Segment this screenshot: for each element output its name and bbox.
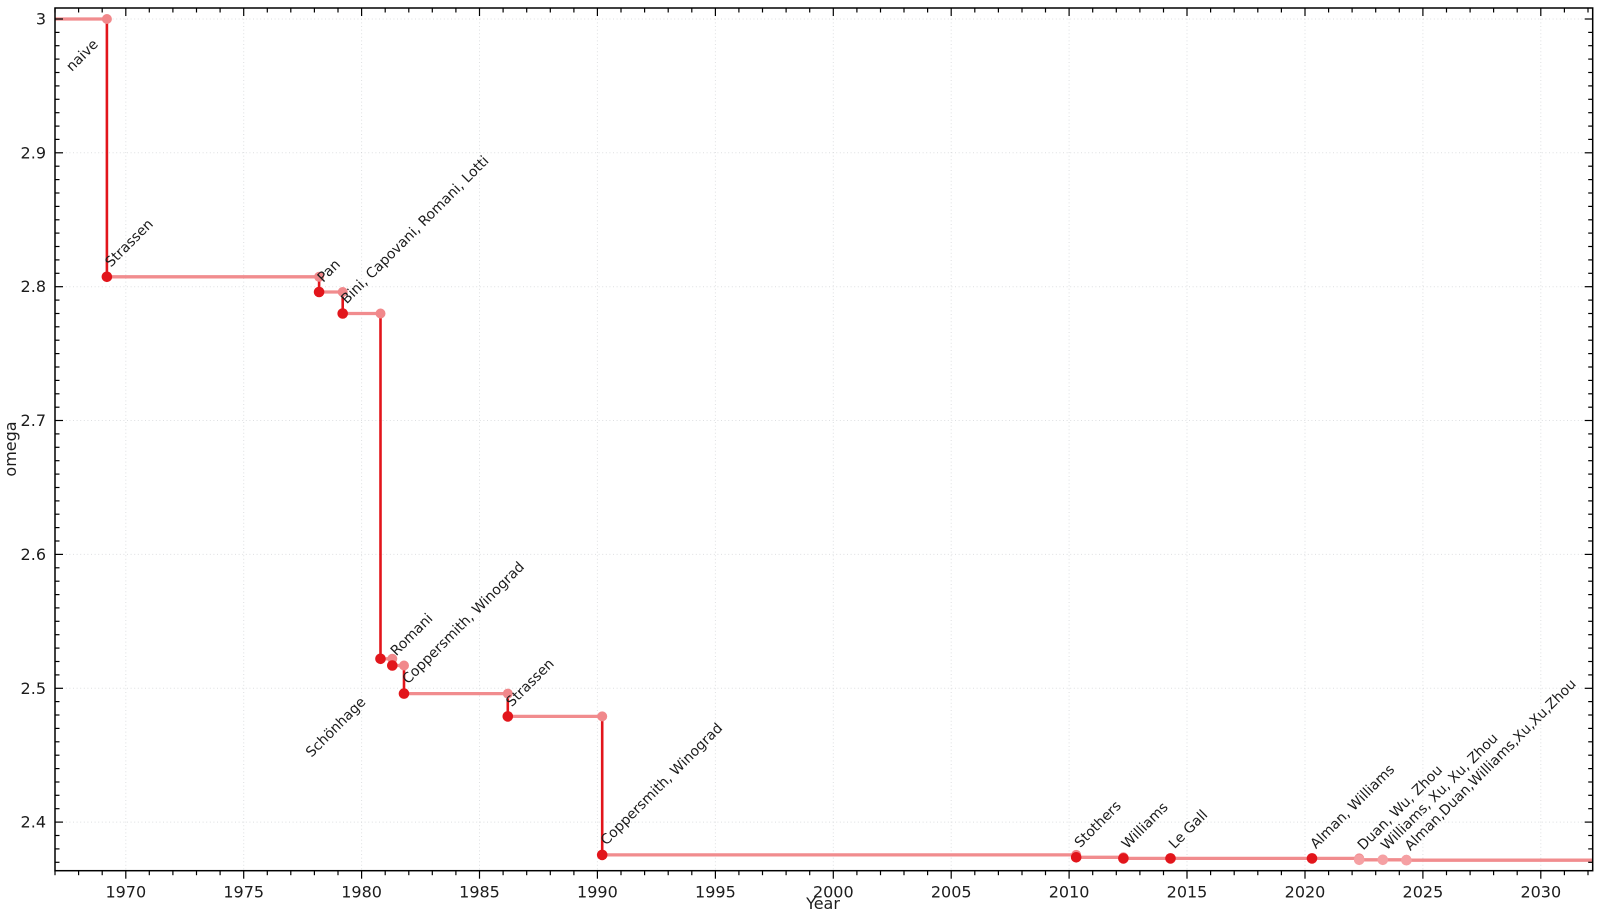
discovery-point <box>502 711 514 722</box>
x-tick-label: 1975 <box>223 883 264 902</box>
x-tick-label: 1995 <box>695 883 736 902</box>
y-tick-label: 2.8 <box>21 277 46 296</box>
x-tick-label: 2030 <box>1520 883 1561 902</box>
step-corner-point <box>101 14 112 24</box>
x-tick-label: 1985 <box>459 883 500 902</box>
point-label: Alman,Duan,Williams,Xu,Xu,Zhou <box>1402 676 1580 854</box>
x-tick-label: 2025 <box>1403 883 1444 902</box>
x-tick-label: 2010 <box>1049 883 1090 902</box>
discovery-point <box>398 688 410 699</box>
discovery-point <box>1070 852 1082 863</box>
gridlines <box>55 8 1593 871</box>
axis-tick-labels: 1970 1975 1980 1985 1990 1995 2000 2005 2010 2015… <box>21 10 1562 902</box>
y-tick-label: 2.4 <box>21 813 46 832</box>
step-corner-point <box>597 711 608 722</box>
y-axis-title: omega <box>1 421 20 476</box>
data-points <box>101 14 1412 866</box>
discovery-point <box>313 286 325 298</box>
point-label: Williams <box>1119 799 1172 852</box>
plot-border <box>54 7 1594 872</box>
discovery-point <box>1165 853 1176 864</box>
x-tick-label: 2015 <box>1167 883 1208 902</box>
discovery-point <box>387 660 398 671</box>
axis-ticks <box>54 8 1593 879</box>
step-line-series <box>55 17 1593 862</box>
discovery-point <box>1353 854 1365 866</box>
discovery-point <box>596 849 608 861</box>
discovery-point <box>101 271 113 283</box>
point-label: naive <box>63 37 101 75</box>
x-tick-label: 1990 <box>577 883 618 902</box>
x-axis-title: Year <box>805 894 840 913</box>
discovery-point <box>1401 854 1412 866</box>
point-label: Coppersmith, Winograd <box>598 720 726 848</box>
point-label: Strassen <box>102 216 156 270</box>
discovery-point <box>375 653 386 665</box>
point-label: Bini, Capovani, Romani, Lotti <box>338 153 492 307</box>
discovery-point <box>1377 854 1389 866</box>
step-corner-point <box>375 308 386 319</box>
point-label: Williams, Xu, Xu, Zhou <box>1378 730 1501 853</box>
step-corner-point <box>314 271 325 282</box>
discovery-point <box>337 308 349 319</box>
point-label: Stothers <box>1072 798 1125 851</box>
y-tick-label: 2.6 <box>21 545 46 564</box>
y-tick-label: 2.5 <box>21 679 46 698</box>
step-corner-point <box>502 688 513 699</box>
point-label: Schönhage <box>303 694 369 760</box>
axis-frame <box>54 7 1594 872</box>
x-tick-label: 1980 <box>341 883 382 902</box>
y-tick-label: 2.7 <box>21 411 46 430</box>
x-tick-label: 2000 <box>813 883 854 902</box>
point-label: Strassen <box>503 656 557 710</box>
x-tick-label: 1970 <box>105 883 146 902</box>
y-tick-label: 3 <box>36 10 46 29</box>
x-tick-label: 2005 <box>931 883 972 902</box>
x-tick-label: 2020 <box>1285 883 1326 902</box>
discovery-point <box>1118 853 1129 864</box>
point-label: Le Gall <box>1166 807 1211 852</box>
y-tick-label: 2.9 <box>21 143 46 162</box>
step-corner-point <box>399 660 409 671</box>
step-corner-point <box>337 287 348 297</box>
discovery-point <box>1306 853 1318 864</box>
